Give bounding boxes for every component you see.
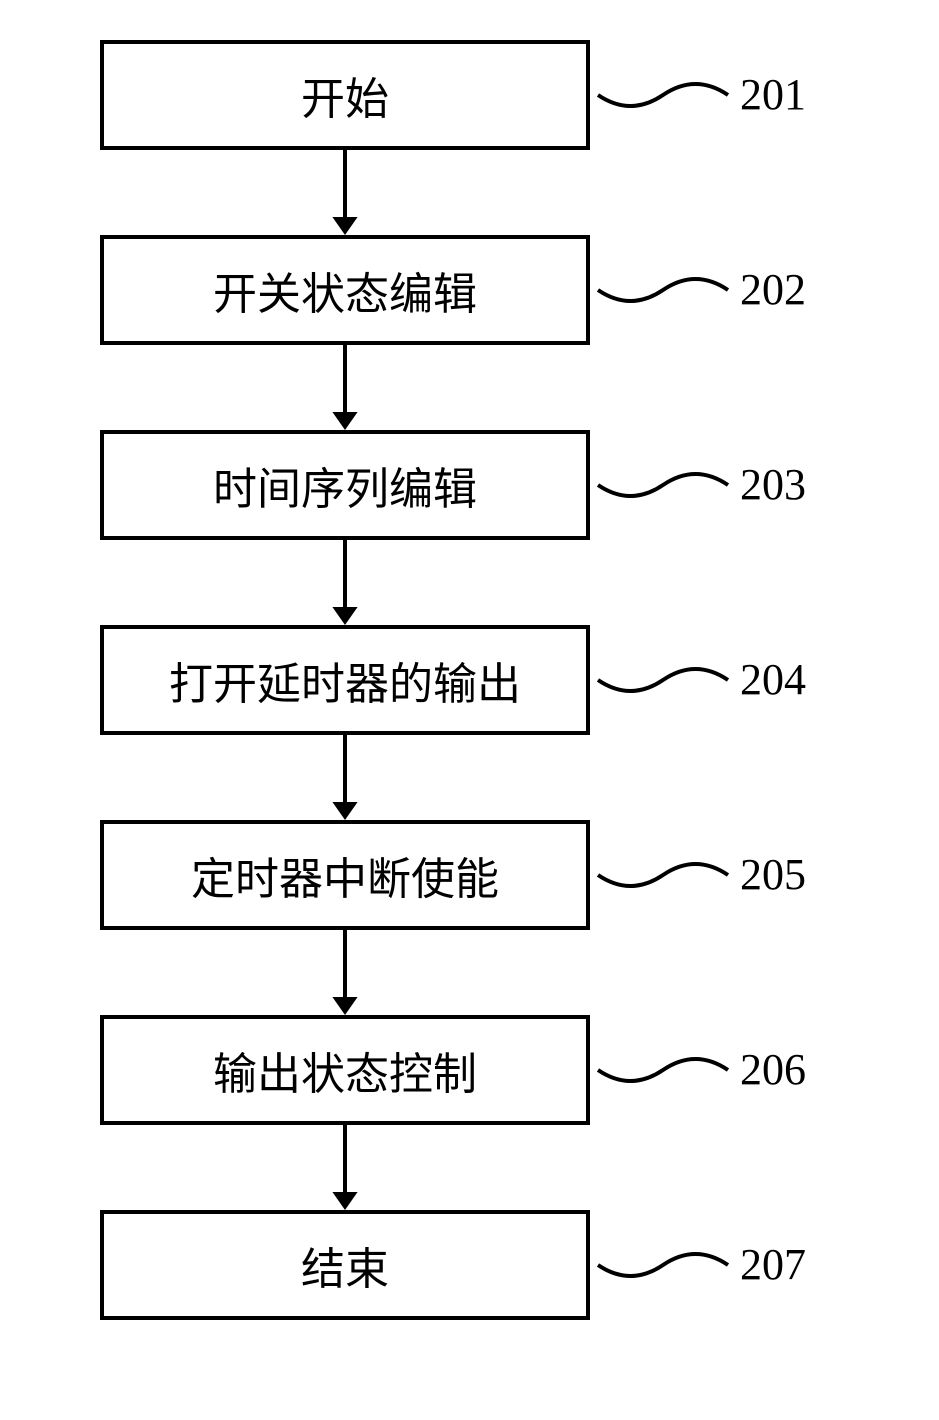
label-connectors-group [598, 84, 728, 1276]
label-connector-204 [598, 669, 728, 691]
arrow-head-n2-n3 [332, 412, 357, 430]
label-connector-201 [598, 84, 728, 106]
label-connector-205 [598, 864, 728, 886]
flow-box-n4: 打开延时器的输出 [100, 625, 590, 735]
arrow-head-n4-n5 [332, 802, 357, 820]
arrow-head-n6-n7 [332, 1192, 357, 1210]
flow-box-n7: 结束 [100, 1210, 590, 1320]
flow-box-label: 开关状态编辑 [213, 258, 477, 322]
label-connector-202 [598, 279, 728, 301]
label-connector-203 [598, 474, 728, 496]
ref-label-204: 204 [740, 654, 806, 705]
ref-label-202: 202 [740, 264, 806, 315]
ref-label-205: 205 [740, 849, 806, 900]
ref-label-207: 207 [740, 1239, 806, 1290]
flow-box-label: 时间序列编辑 [213, 453, 477, 517]
arrow-head-n5-n6 [332, 997, 357, 1015]
ref-label-203: 203 [740, 459, 806, 510]
flow-box-n2: 开关状态编辑 [100, 235, 590, 345]
arrow-head-n1-n2 [332, 217, 357, 235]
flow-box-n1: 开始 [100, 40, 590, 150]
arrow-head-n3-n4 [332, 607, 357, 625]
flow-box-label: 打开延时器的输出 [169, 648, 521, 712]
flow-box-label: 开始 [301, 63, 389, 127]
ref-label-206: 206 [740, 1044, 806, 1095]
flow-box-label: 定时器中断使能 [191, 843, 499, 907]
label-connector-207 [598, 1254, 728, 1276]
flow-box-label: 结束 [301, 1233, 389, 1297]
flow-box-n3: 时间序列编辑 [100, 430, 590, 540]
flowchart-container: 开始开关状态编辑时间序列编辑打开延时器的输出定时器中断使能输出状态控制结束 20… [0, 0, 939, 1420]
flow-box-n5: 定时器中断使能 [100, 820, 590, 930]
label-connector-206 [598, 1059, 728, 1081]
flow-box-n6: 输出状态控制 [100, 1015, 590, 1125]
ref-label-201: 201 [740, 69, 806, 120]
flow-box-label: 输出状态控制 [213, 1038, 477, 1102]
